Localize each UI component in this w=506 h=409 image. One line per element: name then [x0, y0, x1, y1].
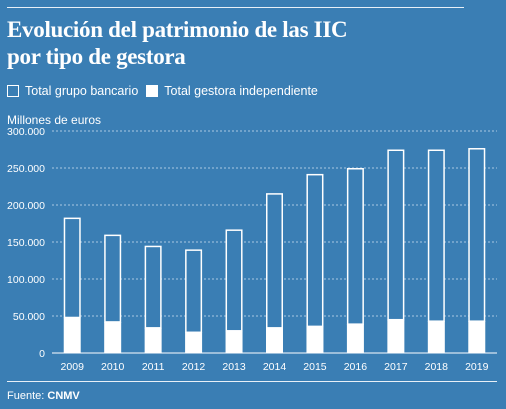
- x-tick-label: 2016: [344, 361, 368, 373]
- bar-segment-independent: [427, 321, 445, 353]
- y-tick-label: 150.000: [7, 237, 45, 249]
- x-tick-label: 2009: [61, 361, 85, 373]
- y-tick-label: 200.000: [7, 200, 45, 212]
- x-tick-label: 2017: [384, 361, 408, 373]
- legend-label-bank: Total grupo bancario: [25, 84, 139, 98]
- bar-segment-bank: [306, 173, 324, 328]
- bar-segment-independent: [104, 321, 122, 353]
- bar-segment-independent: [144, 327, 162, 353]
- x-tick-label: 2014: [263, 361, 287, 373]
- bar-segment-bank: [144, 245, 162, 329]
- source-prefix: Fuente:: [7, 390, 45, 402]
- bar-segment-independent: [306, 326, 324, 353]
- legend-item-independent: Total gestora independiente: [146, 84, 318, 98]
- x-tick-label: 2012: [182, 361, 206, 373]
- bar-segment-independent: [468, 321, 486, 353]
- source-name: CNMV: [47, 390, 80, 402]
- legend-label-independent: Total gestora independiente: [164, 84, 318, 98]
- y-tick-label: 50.000: [13, 311, 45, 323]
- x-tick-label: 2015: [303, 361, 327, 373]
- chart-title: Evolución del patrimonio de las IIC por …: [7, 16, 497, 70]
- x-tick-label: 2011: [142, 361, 165, 373]
- bar-segment-independent: [185, 332, 203, 353]
- source-note: Fuente: CNMV: [7, 390, 80, 402]
- title-line-1: Evolución del patrimonio de las IIC: [7, 17, 348, 42]
- y-tick-label: 300.000: [7, 126, 45, 138]
- legend-swatch-bank: [7, 85, 19, 97]
- x-tick-label: 2018: [425, 361, 449, 373]
- bar-segment-bank: [104, 234, 122, 323]
- bar-segment-bank: [387, 149, 405, 321]
- bar-segment-bank: [185, 249, 203, 334]
- x-tick-label: 2013: [222, 361, 246, 373]
- bar-segment-bank: [468, 148, 486, 322]
- legend-item-bank: Total grupo bancario: [7, 84, 138, 98]
- title-line-2: por tipo de gestora: [7, 44, 186, 69]
- bar-segment-bank: [266, 193, 283, 329]
- y-tick-label: 0: [39, 348, 45, 360]
- y-axis-label: Millones de euros: [7, 113, 102, 127]
- bar-segment-bank: [346, 168, 364, 325]
- y-tick-label: 250.000: [7, 163, 45, 175]
- y-tick-label: 100.000: [7, 274, 45, 286]
- legend: Total grupo bancario Total gestora indep…: [7, 84, 326, 98]
- top-rule: [7, 7, 464, 8]
- bar-segment-independent: [387, 319, 405, 353]
- bar-segment-bank: [427, 149, 445, 322]
- x-tick-label: 2019: [465, 361, 489, 373]
- bar-segment-bank: [225, 229, 243, 332]
- bottom-rule: [7, 381, 497, 382]
- bar-segment-independent: [63, 317, 81, 353]
- bar-segment-bank: [63, 217, 81, 319]
- bar-segment-independent: [225, 330, 243, 353]
- legend-swatch-independent: [146, 85, 159, 97]
- x-tick-label: 2010: [101, 361, 125, 373]
- bar-segment-independent: [346, 324, 364, 353]
- bar-segment-independent: [266, 327, 283, 353]
